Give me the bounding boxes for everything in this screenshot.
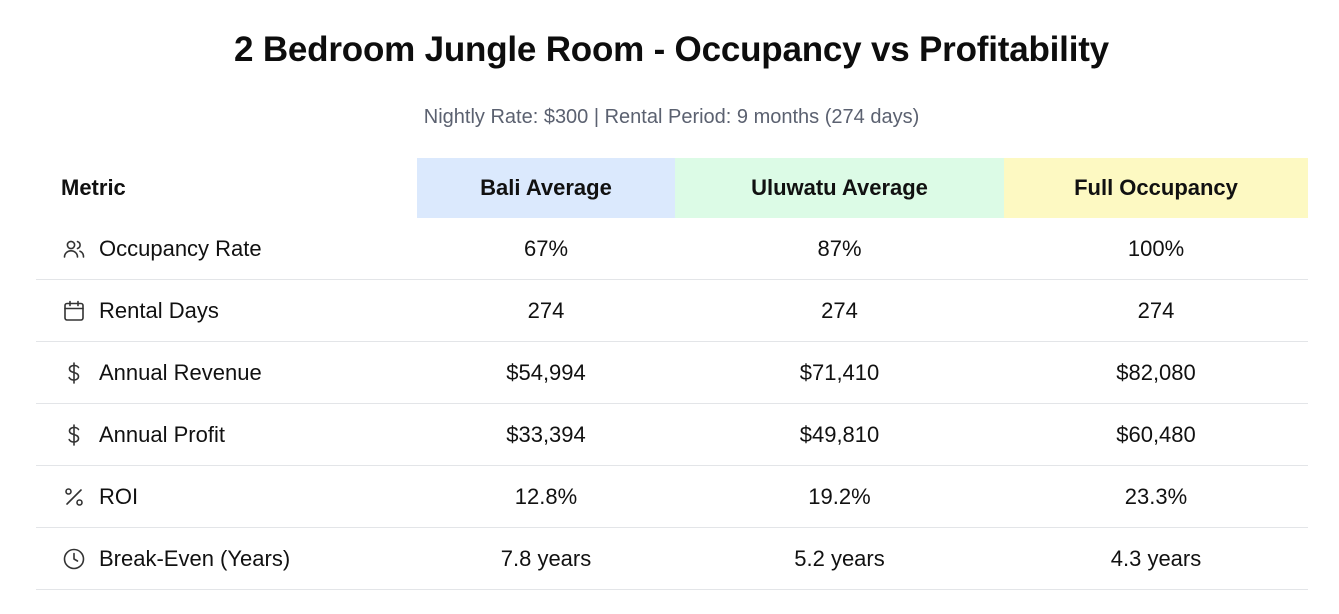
table-row: ROI 12.8% 19.2% 23.3%	[36, 466, 1308, 528]
clock-icon	[61, 546, 87, 572]
metric-label: ROI	[99, 483, 139, 509]
metric-label: Annual Profit	[99, 421, 225, 447]
uluwatu-value: 19.2%	[808, 483, 871, 509]
page-subtitle: Nightly Rate: $300 | Rental Period: 9 mo…	[423, 106, 920, 128]
metric-cell: ROI	[36, 466, 417, 527]
table-row: Break-Even (Years) 7.8 years 5.2 years 4…	[36, 528, 1308, 590]
full-value: 23.3%	[1124, 483, 1188, 509]
metric-label: Occupancy Rate	[99, 235, 262, 261]
metric-cell: Annual Revenue	[36, 342, 417, 403]
bali-value: 7.8 years	[500, 545, 592, 571]
header-full-occupancy: Full Occupancy	[1004, 158, 1308, 218]
metric-cell: Break-Even (Years)	[36, 528, 417, 589]
percent-icon	[61, 484, 87, 510]
metric-label: Break-Even (Years)	[99, 545, 291, 571]
header-uluwatu-average: Uluwatu Average	[675, 158, 1004, 218]
metric-label: Rental Days	[99, 297, 219, 323]
bali-value: $33,394	[506, 421, 586, 447]
table-row: Annual Revenue $54,994 $71,410 $82,080	[36, 342, 1308, 404]
dollar-icon	[61, 422, 87, 448]
uluwatu-value: 5.2 years	[794, 545, 885, 571]
metric-cell: Occupancy Rate	[36, 218, 417, 279]
uluwatu-value: 87%	[817, 235, 862, 261]
full-value: $60,480	[1116, 421, 1196, 447]
table-row: Occupancy Rate 67% 87% 100%	[36, 218, 1308, 280]
uluwatu-value: 274	[821, 297, 858, 323]
full-value: 274	[1137, 297, 1175, 323]
bali-value: 67%	[523, 235, 569, 261]
metric-label: Annual Revenue	[99, 359, 262, 385]
full-value: 4.3 years	[1110, 545, 1202, 571]
bali-value: 274	[527, 297, 565, 323]
header-metric: Metric	[61, 175, 126, 200]
uluwatu-value: $49,810	[799, 421, 880, 447]
page-title: 2 Bedroom Jungle Room - Occupancy vs Pro…	[234, 30, 1109, 69]
table-row: Annual Profit $33,394 $49,810 $60,480	[36, 404, 1308, 466]
full-value: 100%	[1127, 235, 1185, 261]
bali-value: 12.8%	[514, 483, 578, 509]
dollar-icon	[61, 360, 87, 386]
full-value: $82,080	[1116, 359, 1196, 385]
table-row: Rental Days 274 274 274	[36, 280, 1308, 342]
uluwatu-value: $71,410	[799, 359, 880, 385]
metric-cell: Rental Days	[36, 280, 417, 341]
users-icon	[61, 236, 87, 262]
header-bali-average: Bali Average	[417, 158, 675, 218]
calendar-icon	[61, 298, 87, 324]
bali-value: $54,994	[506, 359, 586, 385]
comparison-table: Metric Bali Average Uluwatu Average Full…	[36, 158, 1308, 590]
metric-cell: Annual Profit	[36, 404, 417, 465]
table-header-row: Metric Bali Average Uluwatu Average Full…	[36, 158, 1308, 218]
